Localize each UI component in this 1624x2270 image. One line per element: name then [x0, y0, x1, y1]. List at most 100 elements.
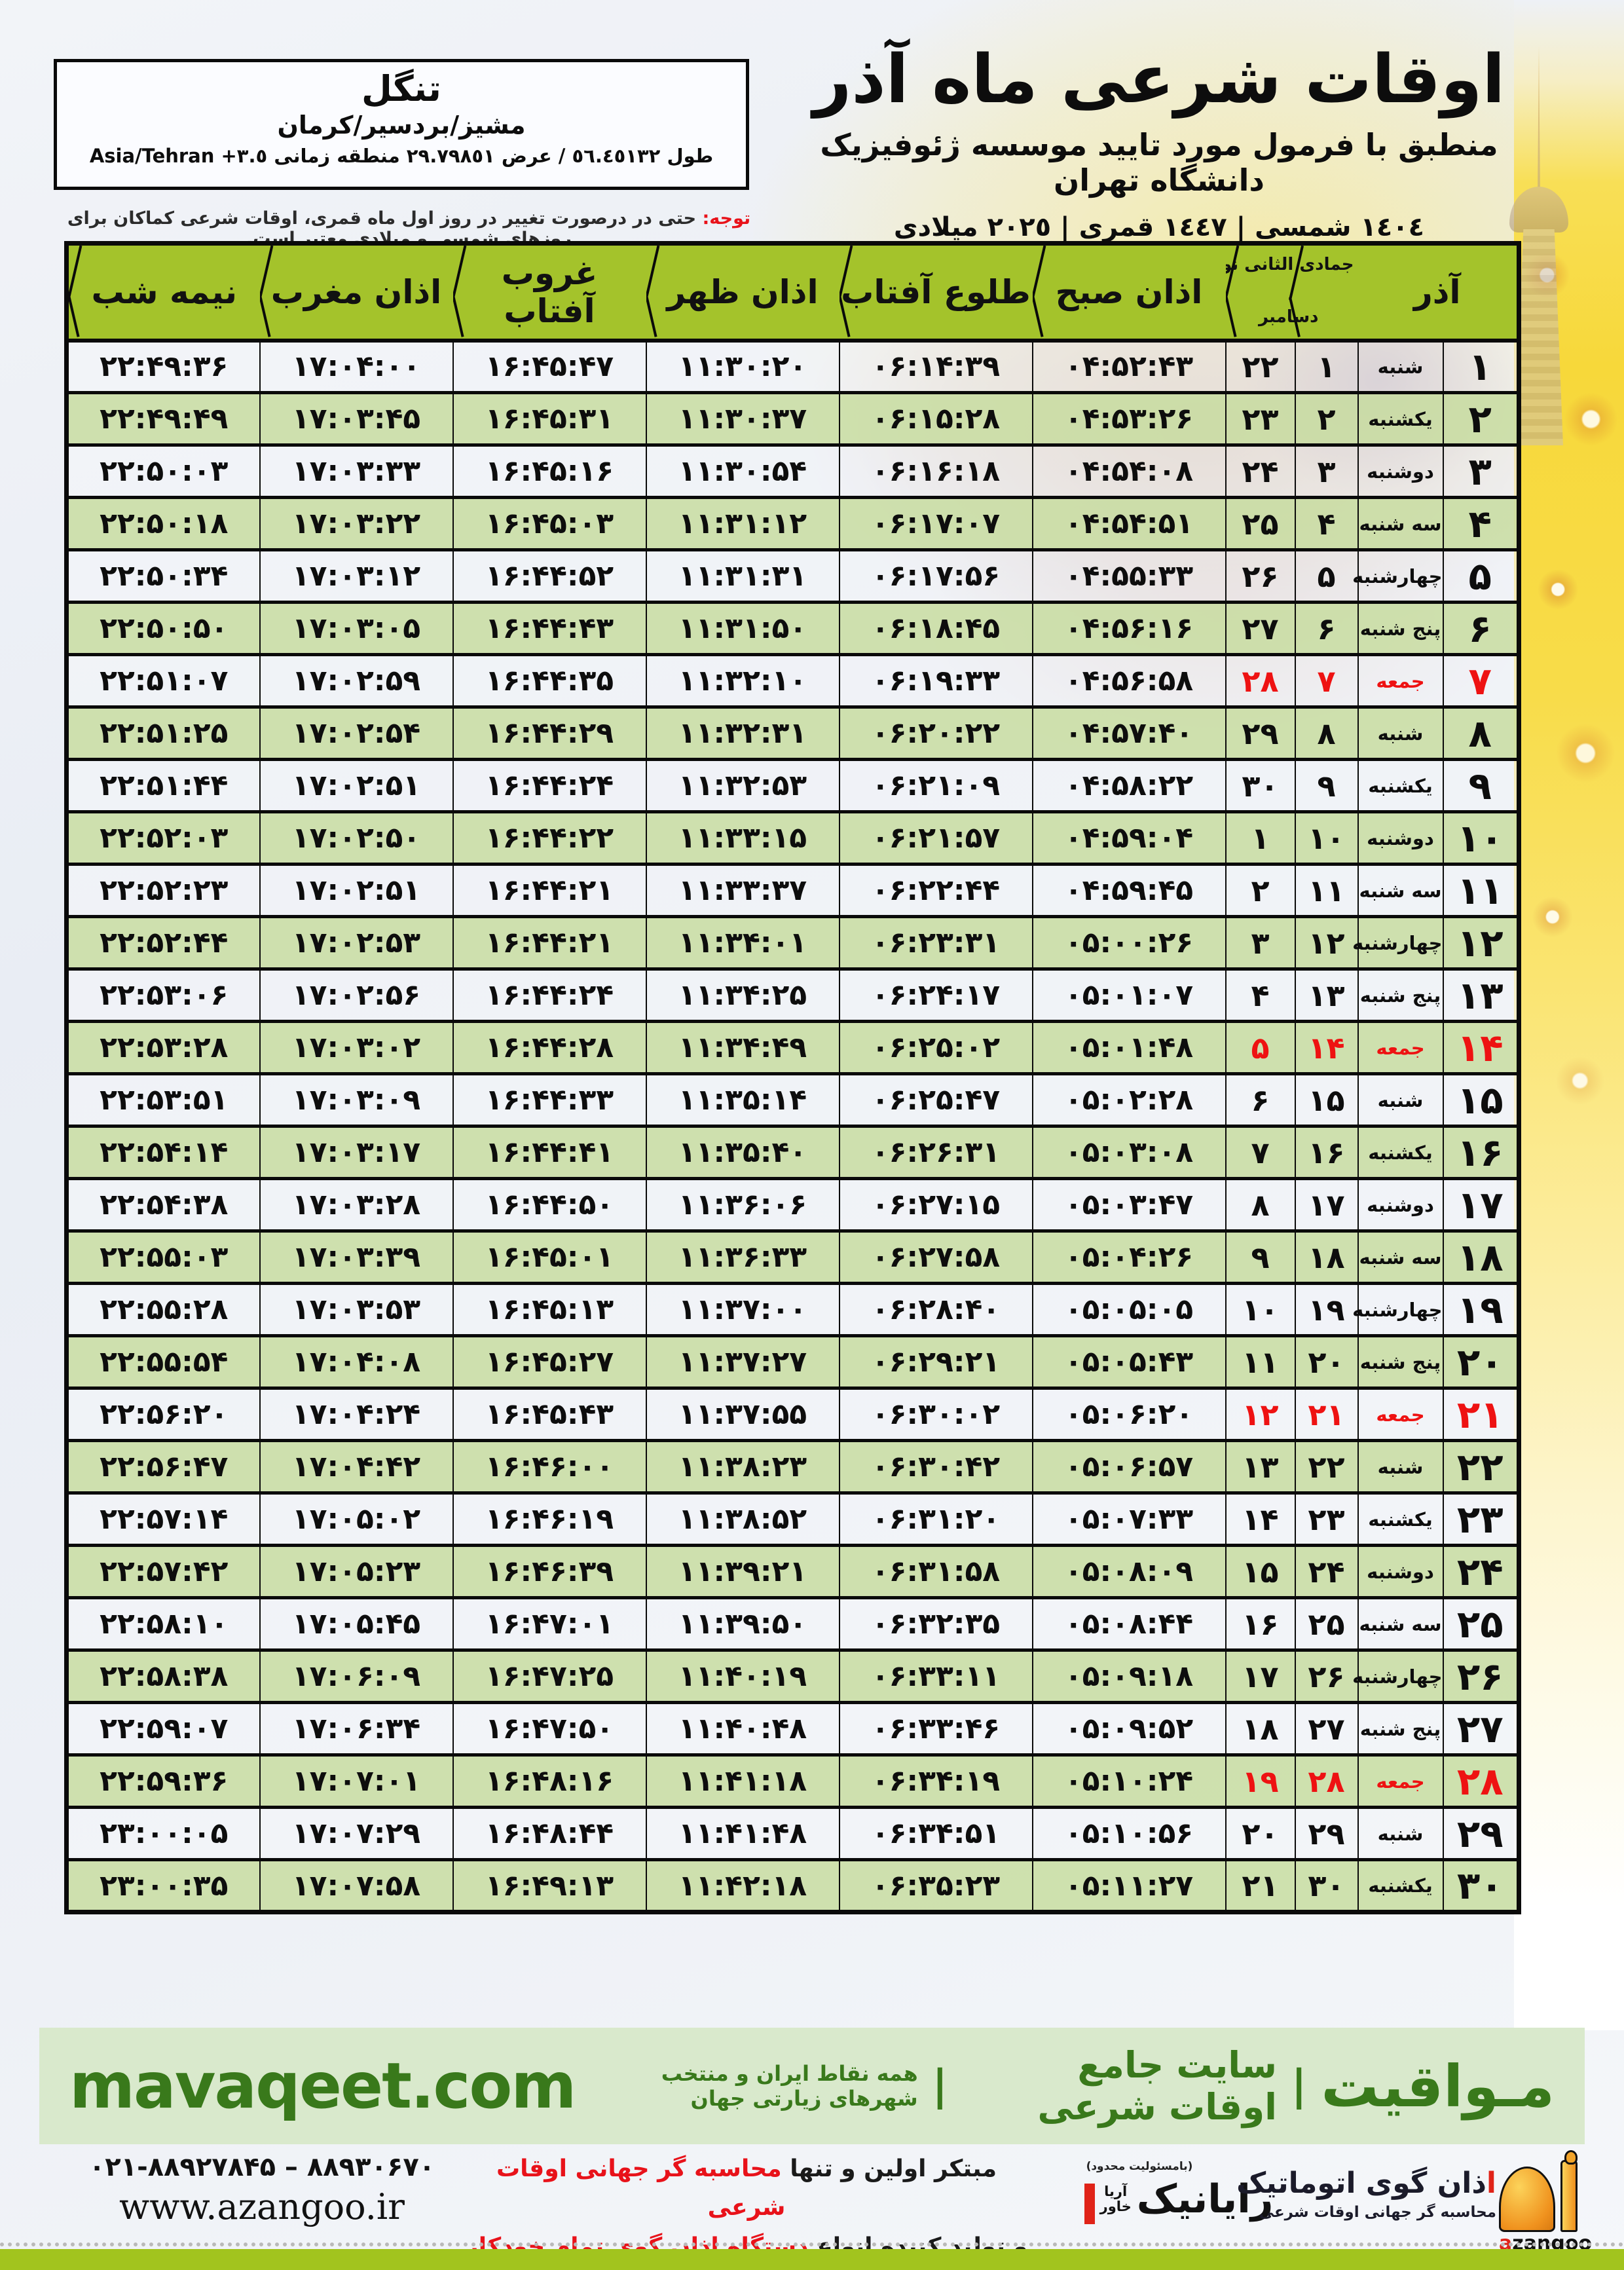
- table-row: ۱۶ یکشنبه ۱۶ ۷ ۰۵:۰۳:۰۸ ۰۶:۲۶:۳۱ ۱۱:۳۵:۴…: [65, 1125, 1520, 1180]
- cell-hijri: ۲۶: [1294, 1648, 1359, 1703]
- cell-hijri: ۵: [1294, 548, 1359, 603]
- cell-hijri: ۲۸: [1294, 1753, 1359, 1808]
- cell-azar: ۳: [1442, 443, 1520, 498]
- cell-sunset: ۱۶:۴۸:۴۴: [452, 1806, 647, 1861]
- cell-sunrise: ۰۶:۱۴:۳۹: [838, 339, 1033, 394]
- cell-fajr: ۰۵:۰۲:۲۸: [1031, 1072, 1227, 1127]
- rayanik-subname: آریا خاور: [1099, 2183, 1132, 2214]
- cell-weekday: شنبه: [1357, 1806, 1444, 1861]
- cell-hijri: ۱۹: [1294, 1282, 1359, 1337]
- cell-greg: ۱۴: [1225, 1491, 1296, 1546]
- cell-azar: ۱۳: [1442, 967, 1520, 1022]
- azangoo-tagline: محاسبه گر جهانی اوقات شرعی: [1259, 2204, 1496, 2221]
- cell-hijri: ۲: [1294, 391, 1359, 446]
- cell-sunrise: ۰۶:۳۲:۳۵: [838, 1596, 1033, 1651]
- cell-sunset: ۱۶:۴۷:۰۱: [452, 1596, 647, 1651]
- cell-fajr: ۰۴:۵۹:۴۵: [1031, 863, 1227, 918]
- cell-greg: ۳۰: [1225, 758, 1296, 813]
- cell-fajr: ۰۴:۵۵:۳۳: [1031, 548, 1227, 603]
- cell-azar: ۱: [1442, 339, 1520, 394]
- cell-midnight: ۲۲:۵۹:۳۶: [65, 1753, 261, 1808]
- table-row: ۲۰ پنج شنبه ۲۰ ۱۱ ۰۵:۰۵:۴۳ ۰۶:۲۹:۲۱ ۱۱:۳…: [65, 1334, 1520, 1389]
- cell-sunrise: ۰۶:۳۰:۴۲: [838, 1439, 1033, 1494]
- cell-hijri: ۱۱: [1294, 863, 1359, 918]
- cell-azar: ۲۷: [1442, 1701, 1520, 1756]
- cell-sunrise: ۰۶:۳۱:۵۸: [838, 1544, 1033, 1599]
- column-header-maghrib: اذان مغرب: [258, 243, 453, 343]
- cell-sunset: ۱۶:۴۵:۳۱: [452, 391, 647, 446]
- cell-hijri: ۲۵: [1294, 1596, 1359, 1651]
- cell-azar: ۲۴: [1442, 1544, 1520, 1599]
- cell-dhuhr: ۱۱:۳۷:۲۷: [645, 1334, 840, 1389]
- table-header-row: آذر جمادی الثانی نوامبر دسامبر اذان صبح …: [66, 243, 1519, 343]
- cell-weekday: شنبه: [1357, 339, 1444, 394]
- cell-fajr: ۰۴:۵۲:۴۳: [1031, 339, 1227, 394]
- cell-sunset: ۱۶:۴۴:۲۹: [452, 705, 647, 760]
- cell-greg: ۶: [1225, 1072, 1296, 1127]
- cell-weekday: دوشنبه: [1357, 1177, 1444, 1232]
- cell-azar: ۲۲: [1442, 1439, 1520, 1494]
- cell-fajr: ۰۵:۱۰:۲۴: [1031, 1753, 1227, 1808]
- cell-hijri: ۴: [1294, 496, 1359, 551]
- cell-fajr: ۰۵:۱۱:۲۷: [1031, 1858, 1227, 1913]
- cell-azar: ۱۸: [1442, 1229, 1520, 1284]
- location-name: تنگل: [361, 68, 441, 109]
- cell-dhuhr: ۱۱:۳۱:۵۰: [645, 601, 840, 656]
- cell-sunrise: ۰۶:۲۵:۰۲: [838, 1020, 1033, 1075]
- table-row: ۲ یکشنبه ۲ ۲۳ ۰۴:۵۳:۲۶ ۰۶:۱۵:۲۸ ۱۱:۳۰:۳۷…: [65, 391, 1520, 446]
- cell-fajr: ۰۵:۰۹:۵۲: [1031, 1701, 1227, 1756]
- cell-dhuhr: ۱۱:۳۶:۰۶: [645, 1177, 840, 1232]
- table-row: ۱۸ سه شنبه ۱۸ ۹ ۰۵:۰۴:۲۶ ۰۶:۲۷:۵۸ ۱۱:۳۶:…: [65, 1229, 1520, 1284]
- table-row: ۶ پنج شنبه ۶ ۲۷ ۰۴:۵۶:۱۶ ۰۶:۱۸:۴۵ ۱۱:۳۱:…: [65, 601, 1520, 656]
- cell-fajr: ۰۵:۱۰:۵۶: [1031, 1806, 1227, 1861]
- cell-maghrib: ۱۷:۰۳:۱۲: [259, 548, 454, 603]
- cell-azar: ۱۲: [1442, 915, 1520, 970]
- cell-azar: ۲۱: [1442, 1386, 1520, 1442]
- cell-maghrib: ۱۷:۰۴:۰۰: [259, 339, 454, 394]
- cell-hijri: ۲۲: [1294, 1439, 1359, 1494]
- cell-azar: ۱۹: [1442, 1282, 1520, 1337]
- cell-midnight: ۲۲:۵۱:۴۴: [65, 758, 261, 813]
- cell-greg: ۲۷: [1225, 601, 1296, 656]
- table-row: ۴ سه شنبه ۴ ۲۵ ۰۴:۵۴:۵۱ ۰۶:۱۷:۰۷ ۱۱:۳۱:۱…: [65, 496, 1520, 551]
- cell-midnight: ۲۲:۵۸:۱۰: [65, 1596, 261, 1651]
- cell-hijri: ۱۶: [1294, 1125, 1359, 1180]
- cell-azar: ۲۰: [1442, 1334, 1520, 1389]
- cell-midnight: ۲۲:۵۱:۲۵: [65, 705, 261, 760]
- azangoo-logo: اذان گوی اتوماتیک محاسبه گر جهانی اوقات …: [1236, 2148, 1592, 2255]
- cell-azar: ۱۷: [1442, 1177, 1520, 1232]
- cell-sunset: ۱۶:۴۴:۳۳: [452, 1072, 647, 1127]
- timezone-text: Asia/Tehran +٣.٥: [89, 145, 268, 168]
- cell-sunset: ۱۶:۴۴:۴۳: [452, 601, 647, 656]
- cell-sunset: ۱۶:۴۴:۲۱: [452, 915, 647, 970]
- cell-greg: ۱: [1225, 810, 1296, 865]
- cell-midnight: ۲۲:۵۵:۲۸: [65, 1282, 261, 1337]
- cell-hijri: ۲۹: [1294, 1806, 1359, 1861]
- cell-maghrib: ۱۷:۰۳:۲۲: [259, 496, 454, 551]
- cell-hijri: ۸: [1294, 705, 1359, 760]
- cell-fajr: ۰۵:۰۱:۰۷: [1031, 967, 1227, 1022]
- cell-midnight: ۲۳:۰۰:۰۵: [65, 1806, 261, 1861]
- page-title: اوقات شرعی ماه آذر: [813, 41, 1506, 119]
- cell-midnight: ۲۲:۵۷:۴۲: [65, 1544, 261, 1599]
- cell-azar: ۱۱: [1442, 863, 1520, 918]
- cell-dhuhr: ۱۱:۳۲:۱۰: [645, 653, 840, 708]
- cell-maghrib: ۱۷:۰۲:۵۴: [259, 705, 454, 760]
- cell-greg: ۲۸: [1225, 653, 1296, 708]
- cell-dhuhr: ۱۱:۳۵:۱۴: [645, 1072, 840, 1127]
- table-row: ۲۶ چهارشنبه ۲۶ ۱۷ ۰۵:۰۹:۱۸ ۰۶:۳۳:۱۱ ۱۱:۴…: [65, 1648, 1520, 1703]
- table-row: ۷ جمعه ۷ ۲۸ ۰۴:۵۶:۵۸ ۰۶:۱۹:۳۳ ۱۱:۳۲:۱۰ ۱…: [65, 653, 1520, 708]
- azangoo-dome-minaret-icon: azangoo: [1499, 2148, 1592, 2255]
- cell-dhuhr: ۱۱:۳۳:۳۷: [645, 863, 840, 918]
- cell-greg: ۷: [1225, 1125, 1296, 1180]
- cell-sunrise: ۰۶:۲۱:۵۷: [838, 810, 1033, 865]
- cell-midnight: ۲۳:۰۰:۳۵: [65, 1858, 261, 1913]
- cell-dhuhr: ۱۱:۴۲:۱۸: [645, 1858, 840, 1913]
- cell-midnight: ۲۲:۵۰:۳۴: [65, 548, 261, 603]
- cell-azar: ۸: [1442, 705, 1520, 760]
- cell-midnight: ۲۲:۵۳:۵۱: [65, 1072, 261, 1127]
- cell-dhuhr: ۱۱:۳۴:۴۹: [645, 1020, 840, 1075]
- cell-sunrise: ۰۶:۲۸:۴۰: [838, 1282, 1033, 1337]
- cell-hijri: ۱۲: [1294, 915, 1359, 970]
- cell-azar: ۹: [1442, 758, 1520, 813]
